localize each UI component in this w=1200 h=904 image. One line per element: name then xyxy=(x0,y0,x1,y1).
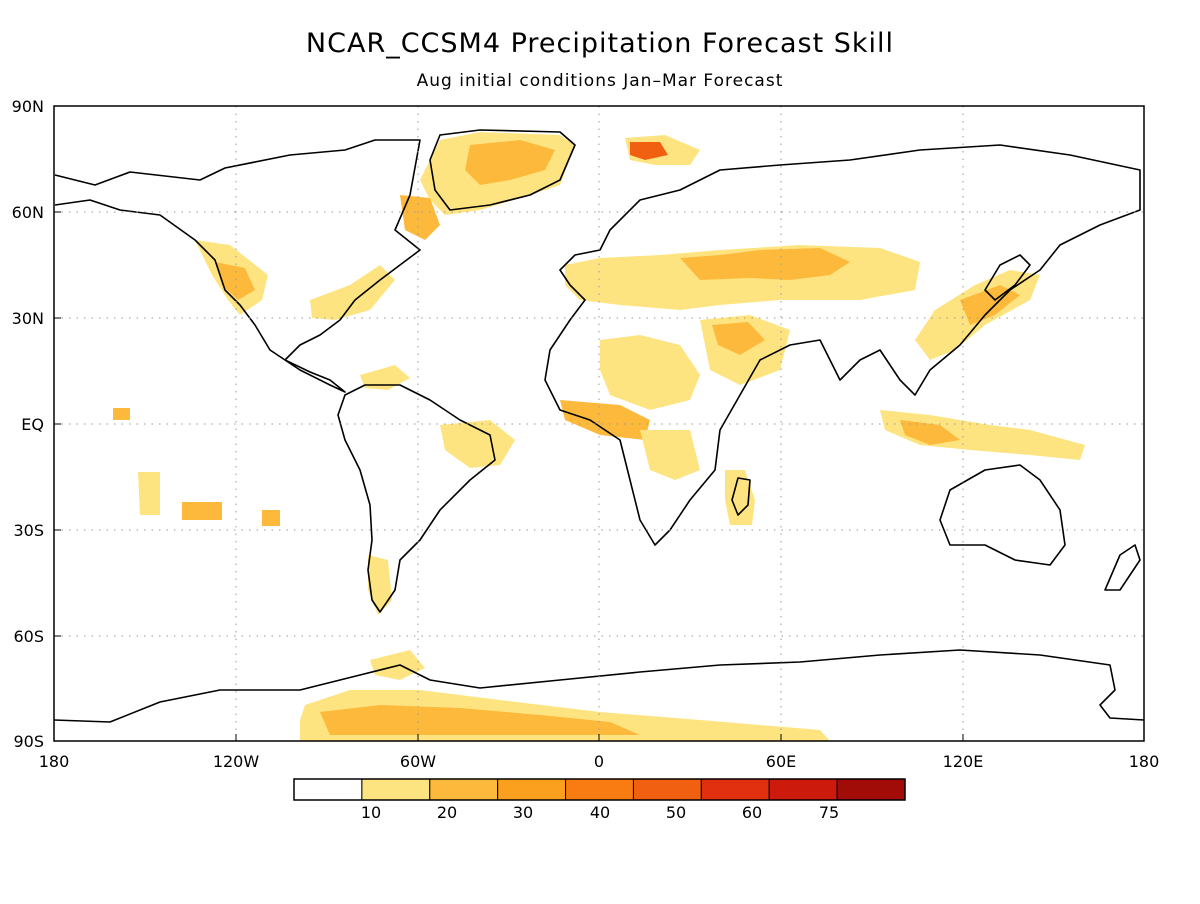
coastlines xyxy=(53,129,1145,723)
skill-region-middle-east-core xyxy=(712,322,765,355)
x-axis: 180 120W 60W 0 60E 120E 180 xyxy=(39,734,1160,771)
colorbar-swatch xyxy=(565,778,634,801)
y-tick-label: 30S xyxy=(13,521,44,540)
y-tick-label: EQ xyxy=(21,415,44,434)
x-tick-label: 120W xyxy=(213,752,260,771)
skill-region-eurasia-core xyxy=(680,248,850,280)
y-tick-label: 90N xyxy=(12,97,44,116)
x-tick-marks xyxy=(53,734,1145,741)
coastline-new-zealand xyxy=(1104,544,1141,591)
skill-region-patagonia xyxy=(368,555,392,615)
colorbar-swatch xyxy=(293,778,363,801)
coastline-north-america xyxy=(54,139,421,393)
coastline-south-america xyxy=(337,384,496,613)
skill-region-pacific-4 xyxy=(262,510,280,526)
y-tick-label: 60S xyxy=(13,627,44,646)
coastline-eurasia-africa xyxy=(544,144,1141,546)
y-tick-label: 30N xyxy=(12,309,44,328)
colorbar-label: 10 xyxy=(361,803,381,822)
colorbar-label: 20 xyxy=(437,803,457,822)
colorbar-swatch xyxy=(836,778,906,801)
y-tick-label: 60N xyxy=(12,203,44,222)
x-tick-label: 60W xyxy=(400,752,436,771)
skill-region-svalbard-core xyxy=(630,142,668,160)
colorbar-swatch xyxy=(497,778,567,801)
skill-region-antarctica-core xyxy=(320,705,640,735)
skill-region-pacific-2 xyxy=(138,472,160,515)
colorbar-label: 50 xyxy=(666,803,686,822)
skill-region-pacific-3 xyxy=(113,408,130,420)
coastline-greenland xyxy=(429,129,576,211)
skill-region-west-coast-na-core xyxy=(215,262,255,300)
y-tick-label: 90S xyxy=(13,732,44,751)
skill-region-pacific-1 xyxy=(182,502,222,520)
colorbar-swatch xyxy=(361,778,431,801)
x-tick-label: 180 xyxy=(1129,752,1160,771)
y-axis: 90N 60N 30N EQ 30S 60S 90S xyxy=(12,97,61,751)
x-tick-label: 120E xyxy=(943,752,984,771)
skill-region-east-na xyxy=(310,265,395,320)
skill-region-north-africa xyxy=(600,335,700,410)
x-tick-label: 0 xyxy=(594,752,604,771)
x-tick-label: 60E xyxy=(766,752,796,771)
colorbar-swatches xyxy=(293,778,906,801)
colorbar-swatch xyxy=(768,778,838,801)
skill-region-labrador xyxy=(400,195,440,240)
colorbar-label: 30 xyxy=(513,803,533,822)
coastline-madagascar xyxy=(731,477,751,516)
colorbar-label: 75 xyxy=(819,803,839,822)
colorbar-swatch xyxy=(700,778,770,801)
skill-region-maritime-continent xyxy=(880,410,1085,460)
skill-region-maritime-core xyxy=(900,420,960,445)
coastline-antarctica xyxy=(53,649,1145,723)
skill-region-west-africa-coast xyxy=(560,400,650,440)
skill-region-greenland-core xyxy=(465,140,555,185)
skill-region-east-africa xyxy=(640,430,700,480)
skill-region-madagascar xyxy=(725,470,755,525)
x-tick-label: 180 xyxy=(39,752,70,771)
colorbar-border xyxy=(293,778,906,801)
colorbar: 10 20 30 40 50 60 75 xyxy=(293,778,906,822)
chart-title: NCAR_CCSM4 Precipitation Forecast Skill xyxy=(306,28,894,59)
colorbar-swatch xyxy=(632,778,702,801)
skill-region-caribbean xyxy=(360,365,410,390)
y-tick-marks xyxy=(54,105,61,742)
gridlines xyxy=(54,106,1144,741)
skill-region-amazon xyxy=(440,420,515,468)
coastline-australia xyxy=(939,464,1066,566)
coastline-japan xyxy=(984,254,1031,301)
chart-subtitle: Aug initial conditions Jan–Mar Forecast xyxy=(417,71,784,91)
colorbar-label: 60 xyxy=(742,803,762,822)
colorbar-label: 40 xyxy=(590,803,610,822)
colorbar-swatch xyxy=(429,778,499,801)
